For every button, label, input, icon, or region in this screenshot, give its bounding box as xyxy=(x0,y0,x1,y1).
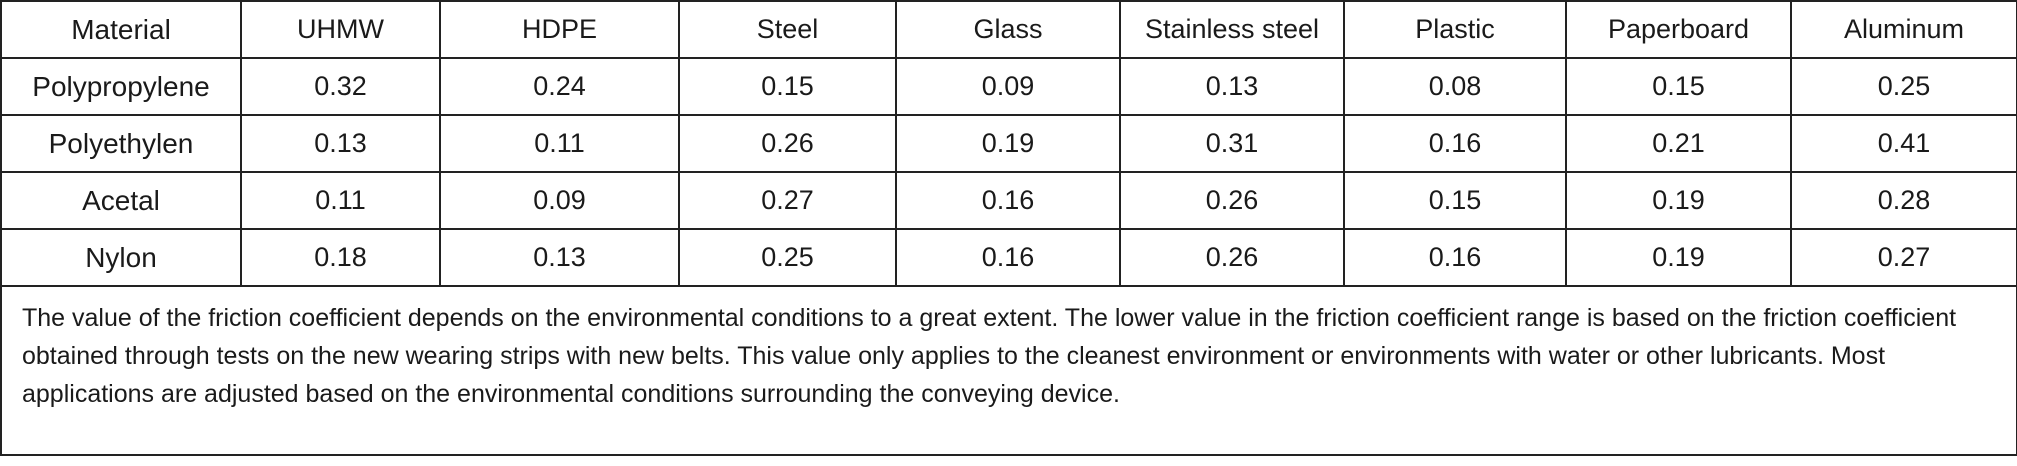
value-cell: 0.26 xyxy=(1119,228,1345,287)
value-cell: 0.32 xyxy=(240,57,441,116)
header-cell: Aluminum xyxy=(1790,0,2017,59)
value-cell: 0.09 xyxy=(895,57,1121,116)
value-cell: 0.25 xyxy=(678,228,897,287)
material-cell: Polypropylene xyxy=(0,57,242,116)
value-cell: 0.16 xyxy=(1343,228,1567,287)
value-cell: 0.13 xyxy=(240,114,441,173)
note-text: The value of the friction coefficient de… xyxy=(0,285,2017,456)
header-cell: Stainless steel xyxy=(1119,0,1345,59)
header-cell: Paperboard xyxy=(1565,0,1792,59)
value-cell: 0.16 xyxy=(895,228,1121,287)
value-cell: 0.11 xyxy=(439,114,680,173)
material-cell: Nylon xyxy=(0,228,242,287)
header-cell: Plastic xyxy=(1343,0,1567,59)
value-cell: 0.27 xyxy=(678,171,897,230)
value-cell: 0.24 xyxy=(439,57,680,116)
material-cell: Polyethylen xyxy=(0,114,242,173)
value-cell: 0.13 xyxy=(1119,57,1345,116)
value-cell: 0.26 xyxy=(1119,171,1345,230)
data-row: Polyethylen 0.13 0.11 0.26 0.19 0.31 0.16 0.21 0… xyxy=(0,114,2017,173)
data-row: Nylon 0.18 0.13 0.25 0.16 0.26 0.16 0.19 0.27 xyxy=(0,228,2017,287)
value-cell: 0.19 xyxy=(895,114,1121,173)
header-cell: Steel xyxy=(678,0,897,59)
value-cell: 0.13 xyxy=(439,228,680,287)
value-cell: 0.15 xyxy=(678,57,897,116)
value-cell: 0.25 xyxy=(1790,57,2017,116)
data-row: Polypropylene 0.32 0.24 0.15 0.09 0.13 0.08 0.1… xyxy=(0,57,2017,116)
material-cell: Acetal xyxy=(0,171,242,230)
value-cell: 0.19 xyxy=(1565,228,1792,287)
value-cell: 0.21 xyxy=(1565,114,1792,173)
value-cell: 0.18 xyxy=(240,228,441,287)
value-cell: 0.16 xyxy=(1343,114,1567,173)
value-cell: 0.27 xyxy=(1790,228,2017,287)
value-cell: 0.11 xyxy=(240,171,441,230)
header-cell: UHMW xyxy=(240,0,441,59)
header-cell: Glass xyxy=(895,0,1121,59)
note-row: The value of the friction coefficient de… xyxy=(0,285,2017,456)
value-cell: 0.16 xyxy=(895,171,1121,230)
value-cell: 0.15 xyxy=(1565,57,1792,116)
value-cell: 0.41 xyxy=(1790,114,2017,173)
value-cell: 0.08 xyxy=(1343,57,1567,116)
header-cell: Material xyxy=(0,0,242,59)
data-row: Acetal 0.11 0.09 0.27 0.16 0.26 0.15 0.19 0.28 xyxy=(0,171,2017,230)
value-cell: 0.19 xyxy=(1565,171,1792,230)
friction-table: Material UHMW HDPE Steel Glass Stainless stee… xyxy=(0,0,2017,456)
value-cell: 0.31 xyxy=(1119,114,1345,173)
page: Material UHMW HDPE Steel Glass Stainless stee… xyxy=(0,0,2017,456)
value-cell: 0.28 xyxy=(1790,171,2017,230)
value-cell: 0.26 xyxy=(678,114,897,173)
value-cell: 0.15 xyxy=(1343,171,1567,230)
header-cell: HDPE xyxy=(439,0,680,59)
value-cell: 0.09 xyxy=(439,171,680,230)
header-row: Material UHMW HDPE Steel Glass Stainless stee… xyxy=(0,0,2017,59)
